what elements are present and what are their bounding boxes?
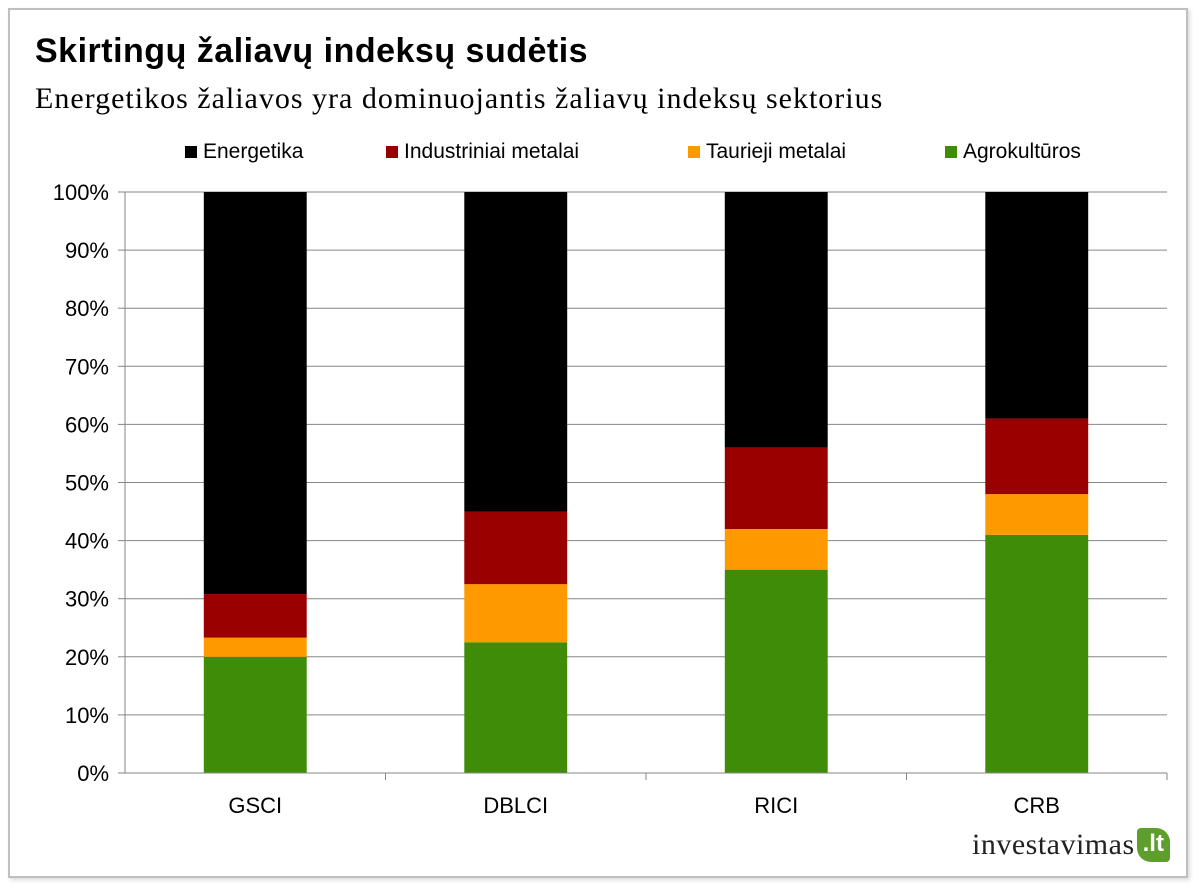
bar-segment — [464, 192, 568, 512]
y-tick-label: 80% — [65, 296, 109, 321]
legend: Energetika Industriniai metalai Taurieji m… — [185, 140, 1081, 163]
bar-segment — [464, 642, 568, 773]
chart-subtitle: Energetikos žaliavos yra dominuojantis ž… — [35, 82, 884, 115]
y-tick-label: 70% — [65, 354, 109, 379]
bar-segment — [724, 447, 828, 529]
legend-label: Industriniai metalai — [404, 140, 579, 163]
legend-label: Energetika — [203, 140, 304, 163]
brand-tld: .lt — [1136, 828, 1170, 862]
legend-swatch — [688, 146, 700, 158]
bars — [203, 192, 1089, 773]
brand-name: investavimas — [972, 828, 1135, 861]
axes: 0% 10% 20% 30% 40% 50% 60% 70% 80% 90% 100% GSCI DBL… — [53, 180, 1168, 818]
bar-segment — [203, 594, 307, 638]
y-tick-label: 100% — [53, 180, 109, 205]
x-tick-label: DBLCI — [483, 793, 548, 818]
bar-segment — [985, 494, 1089, 535]
bar-segment — [464, 584, 568, 643]
y-tick-label: 30% — [65, 587, 109, 612]
y-tick-label: 40% — [65, 529, 109, 554]
bar-segment — [464, 511, 568, 585]
x-tick-label: GSCI — [228, 793, 282, 818]
legend-swatch — [386, 146, 398, 158]
x-tick-label: CRB — [1014, 793, 1060, 818]
bar-segment — [985, 192, 1089, 419]
y-tick-label: 90% — [65, 238, 109, 263]
bar-segment — [985, 534, 1089, 773]
y-tick-label: 10% — [65, 703, 109, 728]
chart-title: Skirtingų žaliavų indeksų sudėtis — [35, 32, 589, 70]
bar-segment — [203, 192, 307, 595]
x-tick-label: RICI — [754, 793, 798, 818]
bar-segment — [724, 192, 828, 448]
legend-swatch — [185, 146, 197, 158]
bar-segment — [724, 569, 828, 773]
bar-segment — [203, 637, 307, 657]
legend-swatch — [945, 146, 957, 158]
y-tick-label: 20% — [65, 645, 109, 670]
y-tick-label: 0% — [77, 761, 109, 786]
y-tick-label: 50% — [65, 471, 109, 496]
y-tick-label: 60% — [65, 412, 109, 437]
bar-segment — [985, 418, 1089, 495]
brand-logo: investavimas .lt — [972, 824, 1170, 866]
bar-segment — [724, 528, 828, 570]
bar-segment — [203, 656, 307, 773]
legend-label: Agrokultūros — [963, 140, 1081, 163]
legend-label: Taurieji metalai — [706, 140, 846, 163]
